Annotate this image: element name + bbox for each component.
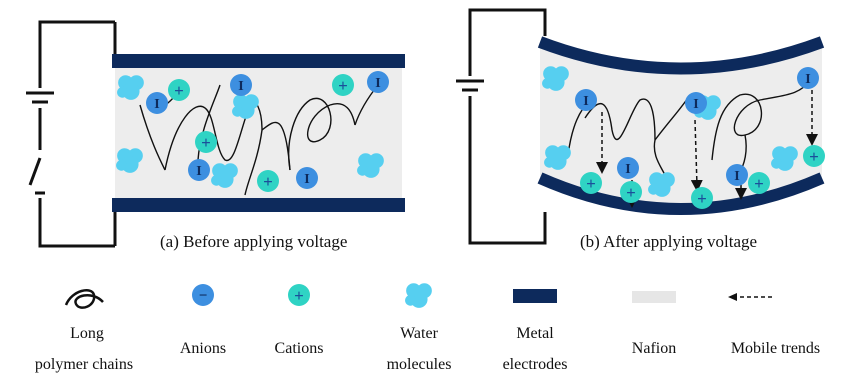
cation-icon: + xyxy=(195,131,217,153)
cation-symbol: + xyxy=(586,174,596,193)
bottom-electrode-bent xyxy=(537,172,825,215)
cation-icon: + xyxy=(168,79,190,101)
anion-icon: I xyxy=(575,89,597,111)
cation-symbol: + xyxy=(809,147,819,166)
cation-legend-symbol: + xyxy=(294,286,304,305)
cation-icon: + xyxy=(580,172,602,194)
cation-icon: + xyxy=(691,187,713,209)
cation-icon: + xyxy=(748,172,770,194)
nafion-icon xyxy=(632,291,676,303)
mobile-trend-arrow-icon xyxy=(728,293,772,301)
battery-icon xyxy=(456,76,484,96)
top-electrode-bent xyxy=(537,36,825,75)
bottom-electrode xyxy=(112,198,405,212)
cation-symbol: + xyxy=(263,172,273,191)
anion-icon: − xyxy=(192,284,214,306)
nafion-membrane-bent xyxy=(540,42,822,209)
anion-symbol: I xyxy=(154,97,159,112)
panel-after-voltage: I I I I I + + + + + xyxy=(456,8,825,245)
cations-before: + + + + xyxy=(168,74,354,192)
anion-icon: I xyxy=(146,92,168,114)
anion-icon: I xyxy=(617,157,639,179)
anion-symbol: I xyxy=(734,169,739,184)
cation-icon: + xyxy=(803,145,825,167)
caption-before: (a) Before applying voltage xyxy=(160,232,348,251)
anion-symbol: I xyxy=(625,162,630,177)
polymer-chain-icon xyxy=(64,289,104,309)
cation-icon: + xyxy=(620,181,642,203)
cation-symbol: + xyxy=(754,174,764,193)
anion-symbol: I xyxy=(693,97,698,112)
legend-label-metal: Metal xyxy=(516,325,554,342)
anion-symbol: I xyxy=(583,94,588,109)
water-molecule-icon xyxy=(405,283,432,308)
anion-icon: I xyxy=(296,167,318,189)
legend-label-electrodes: electrodes xyxy=(502,356,568,373)
anion-icon: I xyxy=(797,67,819,89)
panel-before-voltage: I I I I I + + + + xyxy=(26,20,405,248)
anion-symbol: I xyxy=(805,72,810,87)
cations-after: + + + + + xyxy=(580,145,825,209)
cation-symbol: + xyxy=(697,189,707,208)
anion-symbol: I xyxy=(304,172,309,187)
legend-label-nafion: Nafion xyxy=(631,340,677,357)
anion-symbol: I xyxy=(375,76,380,91)
legend-label-polymer-chains: polymer chains xyxy=(34,356,134,373)
anions-after: I I I I I xyxy=(575,67,819,186)
anion-symbol: I xyxy=(238,79,243,94)
anion-legend-symbol: − xyxy=(199,288,208,304)
circuit-after xyxy=(468,8,547,245)
anion-icon: I xyxy=(726,164,748,186)
cation-icon: + xyxy=(257,170,279,192)
legend-label-molecules: molecules xyxy=(386,356,452,373)
cation-icon: + xyxy=(332,74,354,96)
caption-after: (b) After applying voltage xyxy=(580,232,758,251)
anion-icon: I xyxy=(230,74,252,96)
circuit-before xyxy=(38,20,117,248)
cation-symbol: + xyxy=(174,81,184,100)
battery-icon xyxy=(26,88,54,108)
anions-before: I I I I I xyxy=(146,71,389,189)
legend-label-water: Water xyxy=(400,325,438,342)
anion-symbol: I xyxy=(196,164,201,179)
anion-icon: I xyxy=(188,159,210,181)
anion-icon: I xyxy=(685,92,707,114)
legend-label-long: Long xyxy=(70,325,104,342)
legend-label-anions: Anions xyxy=(179,340,227,357)
cation-symbol: + xyxy=(201,133,211,152)
cation-icon: + xyxy=(288,284,310,306)
switch-icon xyxy=(28,150,47,198)
legend-label-mobile-trends: Mobile trends xyxy=(730,340,821,357)
cation-symbol: + xyxy=(338,76,348,95)
metal-electrode-icon xyxy=(513,289,557,303)
legend-icons: − + xyxy=(64,283,772,309)
top-electrode xyxy=(112,54,405,68)
anion-icon: I xyxy=(367,71,389,93)
legend-label-cations: Cations xyxy=(274,340,324,357)
cation-symbol: + xyxy=(626,183,636,202)
